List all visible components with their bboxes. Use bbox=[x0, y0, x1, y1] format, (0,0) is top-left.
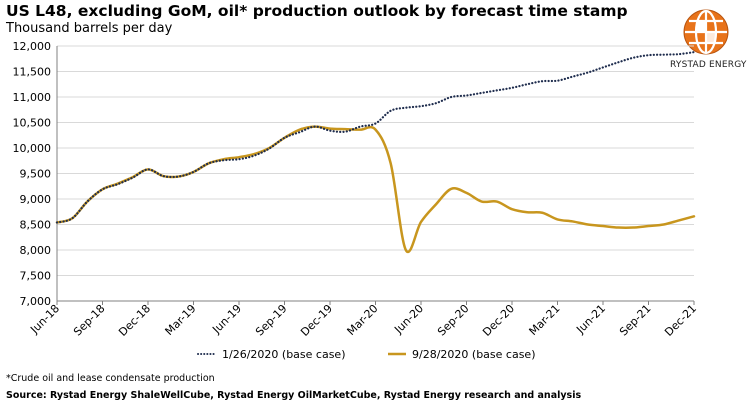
y-tick-label: 11,000 bbox=[13, 91, 52, 104]
x-tick-label: Dec-18 bbox=[116, 302, 153, 339]
legend-label-1: 9/28/2020 (base case) bbox=[412, 348, 536, 361]
x-tick-label: Sep-20 bbox=[435, 302, 472, 339]
y-tick-label: 9,500 bbox=[20, 168, 52, 181]
x-tick-label: Jun-19 bbox=[209, 302, 244, 337]
source-note: Source: Rystad Energy ShaleWellCube, Rys… bbox=[6, 390, 582, 401]
x-tick-label: Dec-19 bbox=[298, 302, 335, 339]
y-tick-label: 10,500 bbox=[13, 117, 52, 130]
x-tick-label: Mar-20 bbox=[345, 302, 381, 338]
rystad-globe-icon bbox=[683, 9, 729, 55]
y-tick-label: 10,000 bbox=[13, 142, 52, 155]
series-line-0 bbox=[55, 51, 696, 224]
chart-title: US L48, excluding GoM, oil* production o… bbox=[6, 2, 628, 20]
x-tick-label: Mar-19 bbox=[163, 302, 199, 338]
x-tick-label: Dec-21 bbox=[662, 302, 699, 339]
legend: 1/26/2020 (base case) 9/28/2020 (base cas… bbox=[197, 348, 536, 361]
x-tick-label: Sep-21 bbox=[617, 302, 654, 339]
x-tick-label: Sep-19 bbox=[253, 302, 290, 339]
axis-layer: 7,000 7,500 8,000 8,500 9,000 9,500 10,000 10,5… bbox=[13, 40, 700, 339]
x-tick-label: Mar-21 bbox=[527, 302, 563, 338]
y-tick-label: 7,000 bbox=[20, 295, 52, 308]
series-layer bbox=[55, 51, 696, 254]
x-tick-label: Dec-20 bbox=[480, 302, 517, 339]
y-tick-label: 11,500 bbox=[13, 66, 52, 79]
grid-layer bbox=[57, 45, 694, 302]
y-tick-label: 8,000 bbox=[20, 244, 52, 257]
y-tick-label: 7,500 bbox=[20, 270, 52, 283]
legend-label-0: 1/26/2020 (base case) bbox=[222, 348, 346, 361]
y-tick-label: 12,000 bbox=[13, 40, 52, 53]
x-tick-label: Sep-18 bbox=[71, 302, 108, 339]
y-tick-label: 9,000 bbox=[20, 193, 52, 206]
footnote: *Crude oil and lease condensate producti… bbox=[6, 373, 215, 384]
series-line-1 bbox=[55, 125, 696, 254]
logo-text: RYSTAD ENERGY bbox=[670, 60, 747, 70]
x-tick-label: Jun-20 bbox=[391, 302, 426, 337]
chart-subtitle: Thousand barrels per day bbox=[6, 21, 173, 36]
x-tick-label: Jun-21 bbox=[573, 302, 608, 337]
y-tick-label: 8,500 bbox=[20, 219, 52, 232]
